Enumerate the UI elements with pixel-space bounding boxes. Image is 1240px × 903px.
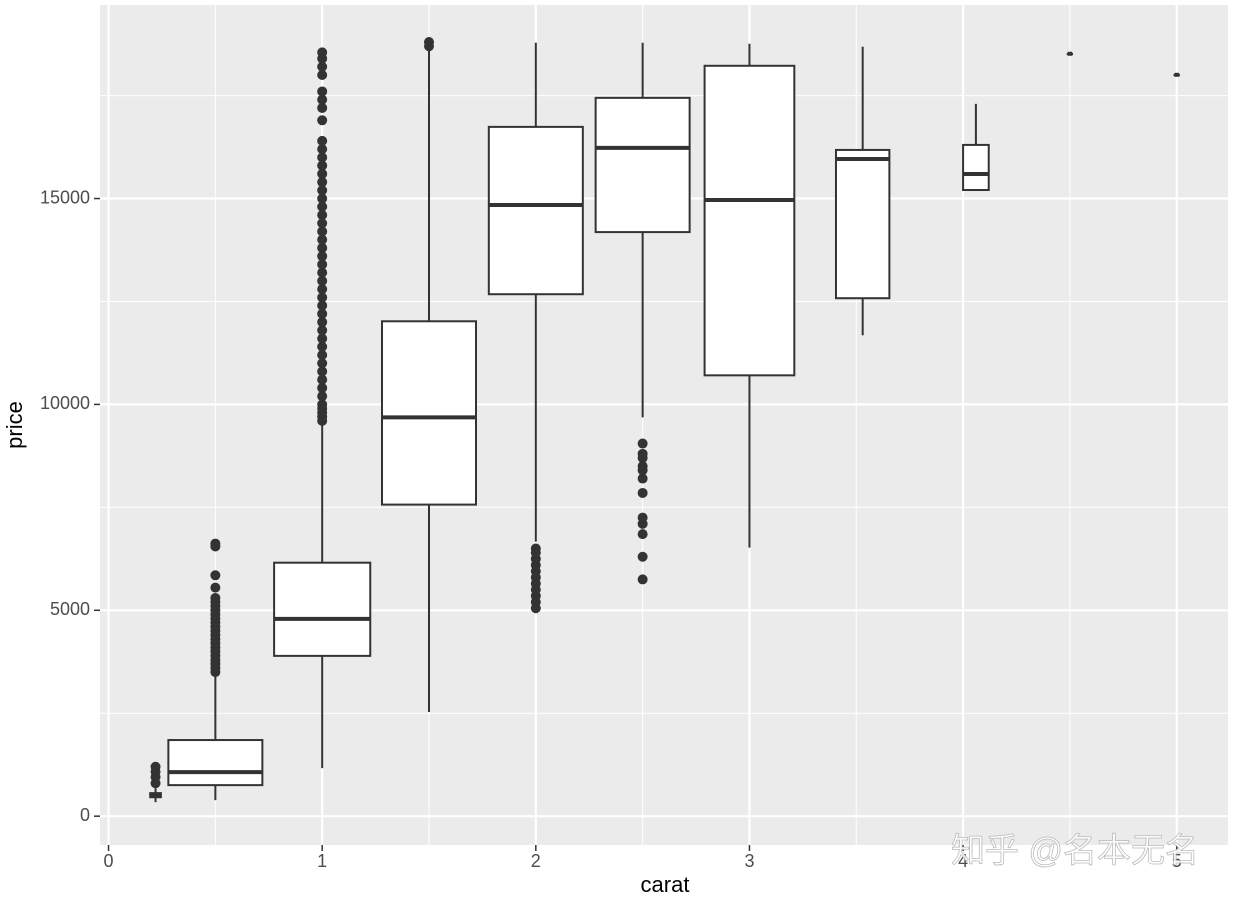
x-tick-label: 0 bbox=[104, 851, 114, 871]
outlier bbox=[637, 529, 648, 540]
outlier bbox=[317, 94, 328, 105]
box bbox=[834, 148, 891, 300]
outlier bbox=[317, 160, 328, 171]
y-tick-label: 10000 bbox=[40, 393, 90, 413]
x-tick-label: 2 bbox=[531, 851, 541, 871]
outlier bbox=[317, 292, 328, 303]
outlier bbox=[637, 438, 648, 449]
outlier bbox=[317, 300, 328, 311]
outlier bbox=[637, 461, 648, 472]
outlier bbox=[637, 551, 648, 562]
outlier bbox=[317, 366, 328, 377]
outlier bbox=[210, 570, 221, 581]
outlier bbox=[317, 242, 328, 253]
x-tick-label: 5 bbox=[1172, 851, 1182, 871]
outlier bbox=[317, 234, 328, 245]
outlier bbox=[530, 543, 541, 554]
outlier bbox=[317, 391, 328, 402]
box bbox=[381, 320, 477, 506]
outlier bbox=[317, 251, 328, 262]
outlier bbox=[637, 448, 648, 459]
outlier bbox=[637, 487, 648, 498]
box bbox=[487, 125, 584, 296]
box bbox=[594, 96, 691, 234]
outlier bbox=[317, 267, 328, 278]
outlier bbox=[317, 399, 328, 410]
outlier bbox=[317, 317, 328, 328]
y-tick-label: 5000 bbox=[50, 599, 90, 619]
outlier bbox=[317, 168, 328, 179]
outlier bbox=[637, 512, 648, 523]
outlier bbox=[317, 152, 328, 163]
outlier bbox=[317, 102, 328, 113]
outlier bbox=[210, 592, 221, 603]
outlier bbox=[210, 538, 221, 549]
box bbox=[273, 561, 372, 657]
outlier bbox=[317, 358, 328, 369]
outlier bbox=[317, 275, 328, 286]
box bbox=[962, 143, 990, 192]
outlier bbox=[317, 185, 328, 196]
x-axis-title: carat bbox=[641, 872, 690, 897]
y-tick-label: 15000 bbox=[40, 187, 90, 207]
outlier bbox=[637, 574, 648, 585]
outlier bbox=[317, 61, 328, 72]
outlier bbox=[317, 341, 328, 352]
box bbox=[167, 739, 264, 787]
box bbox=[703, 64, 796, 377]
outlier bbox=[317, 135, 328, 146]
outlier bbox=[317, 382, 328, 393]
outlier bbox=[317, 374, 328, 385]
outlier bbox=[317, 86, 328, 97]
y-axis-title: price bbox=[2, 401, 27, 449]
outlier bbox=[317, 177, 328, 188]
outlier bbox=[317, 333, 328, 344]
outlier bbox=[317, 284, 328, 295]
y-tick-label: 0 bbox=[80, 805, 90, 825]
outlier bbox=[317, 218, 328, 229]
outlier bbox=[317, 350, 328, 360]
outlier bbox=[317, 308, 328, 319]
x-tick-label: 3 bbox=[744, 851, 754, 871]
outlier bbox=[317, 259, 328, 270]
outlier bbox=[424, 37, 434, 48]
outlier bbox=[317, 325, 328, 336]
outlier bbox=[317, 144, 328, 155]
outlier bbox=[317, 115, 328, 126]
outlier bbox=[150, 761, 161, 772]
outlier bbox=[317, 226, 328, 237]
x-tick-label: 4 bbox=[958, 851, 968, 871]
outlier bbox=[210, 582, 221, 593]
outlier bbox=[317, 201, 328, 212]
outlier bbox=[637, 473, 648, 484]
outlier bbox=[317, 47, 328, 58]
outlier bbox=[317, 210, 328, 220]
watermark: 知乎 @名本无名 bbox=[951, 832, 1199, 870]
x-tick-label: 1 bbox=[317, 851, 327, 871]
outlier bbox=[317, 193, 328, 204]
outlier bbox=[317, 70, 328, 80]
